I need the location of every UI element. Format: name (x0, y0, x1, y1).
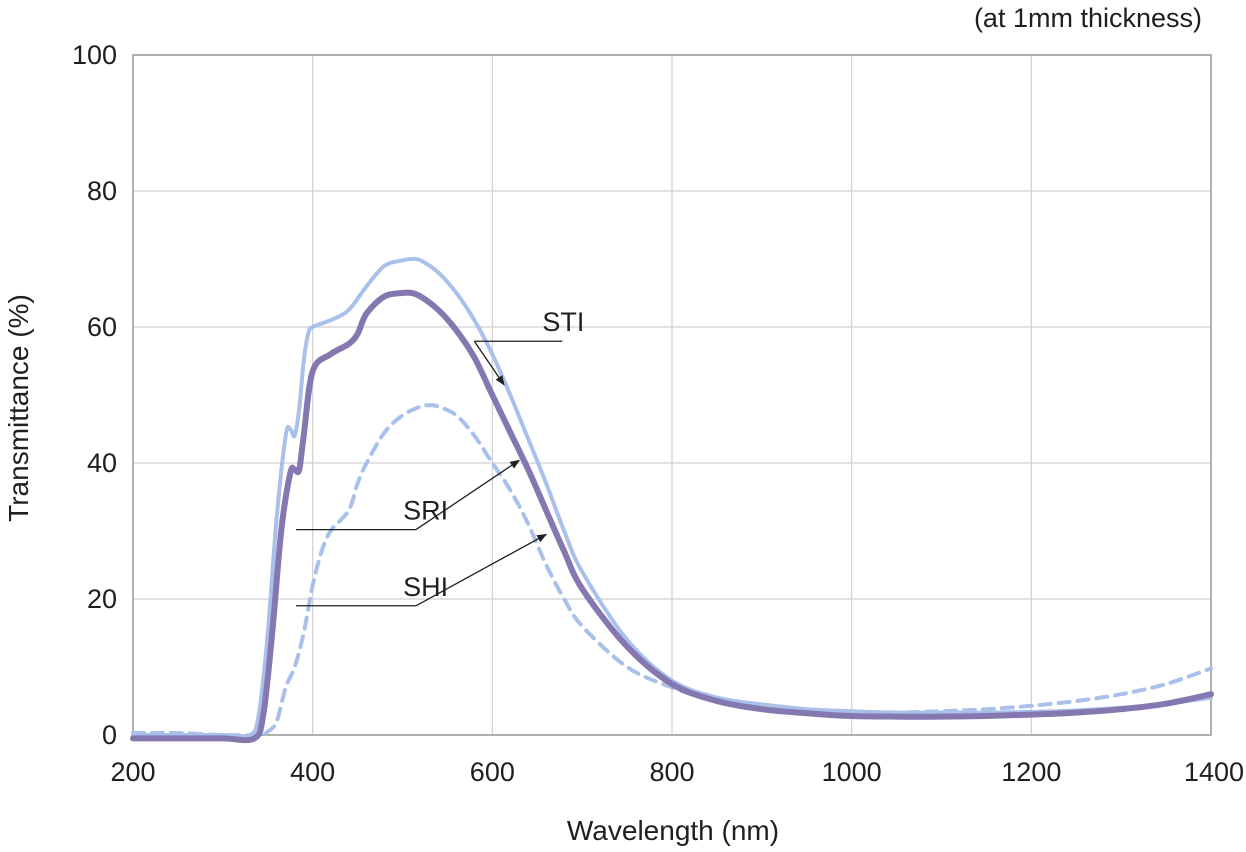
grid (132, 54, 1212, 736)
leader-arrow (415, 533, 548, 607)
x-tick-label: 400 (290, 757, 335, 787)
plot-frame (132, 54, 1212, 736)
x-axis-ticks: 200 400 600 800 1000 1200 1400 (110, 757, 1244, 787)
y-tick-label: 80 (87, 176, 117, 206)
series-line-sri (130, 289, 1214, 744)
series-label-sti: STI (542, 307, 584, 337)
x-tick-label: 1000 (822, 757, 882, 787)
y-axis-title: Transmittance (%) (3, 294, 34, 522)
y-tick-label: 100 (72, 40, 117, 70)
y-tick-label: 60 (87, 312, 117, 342)
y-tick-label: 20 (87, 584, 117, 614)
leader-arrow (473, 340, 505, 386)
series-label-shi: SHI (403, 572, 448, 602)
leader-arrow (415, 459, 521, 531)
x-tick-label: 200 (110, 757, 155, 787)
x-tick-label: 1400 (1184, 757, 1244, 787)
x-tick-label: 600 (470, 757, 515, 787)
series-line-shi (131, 403, 1213, 738)
y-tick-label: 40 (87, 448, 117, 478)
y-tick-label: 0 (102, 720, 117, 750)
x-tick-label: 800 (649, 757, 694, 787)
series-lines (130, 256, 1214, 744)
x-tick-label: 1200 (1001, 757, 1061, 787)
y-axis-ticks: 0 20 40 60 80 100 (72, 40, 117, 750)
x-axis-title: Wavelength (nm) (567, 815, 779, 846)
series-annotations: STI SRI SHI (296, 307, 584, 607)
thickness-note: (at 1mm thickness) (974, 3, 1202, 33)
series-label-sri: SRI (403, 496, 448, 526)
series-line-sti (131, 256, 1213, 739)
